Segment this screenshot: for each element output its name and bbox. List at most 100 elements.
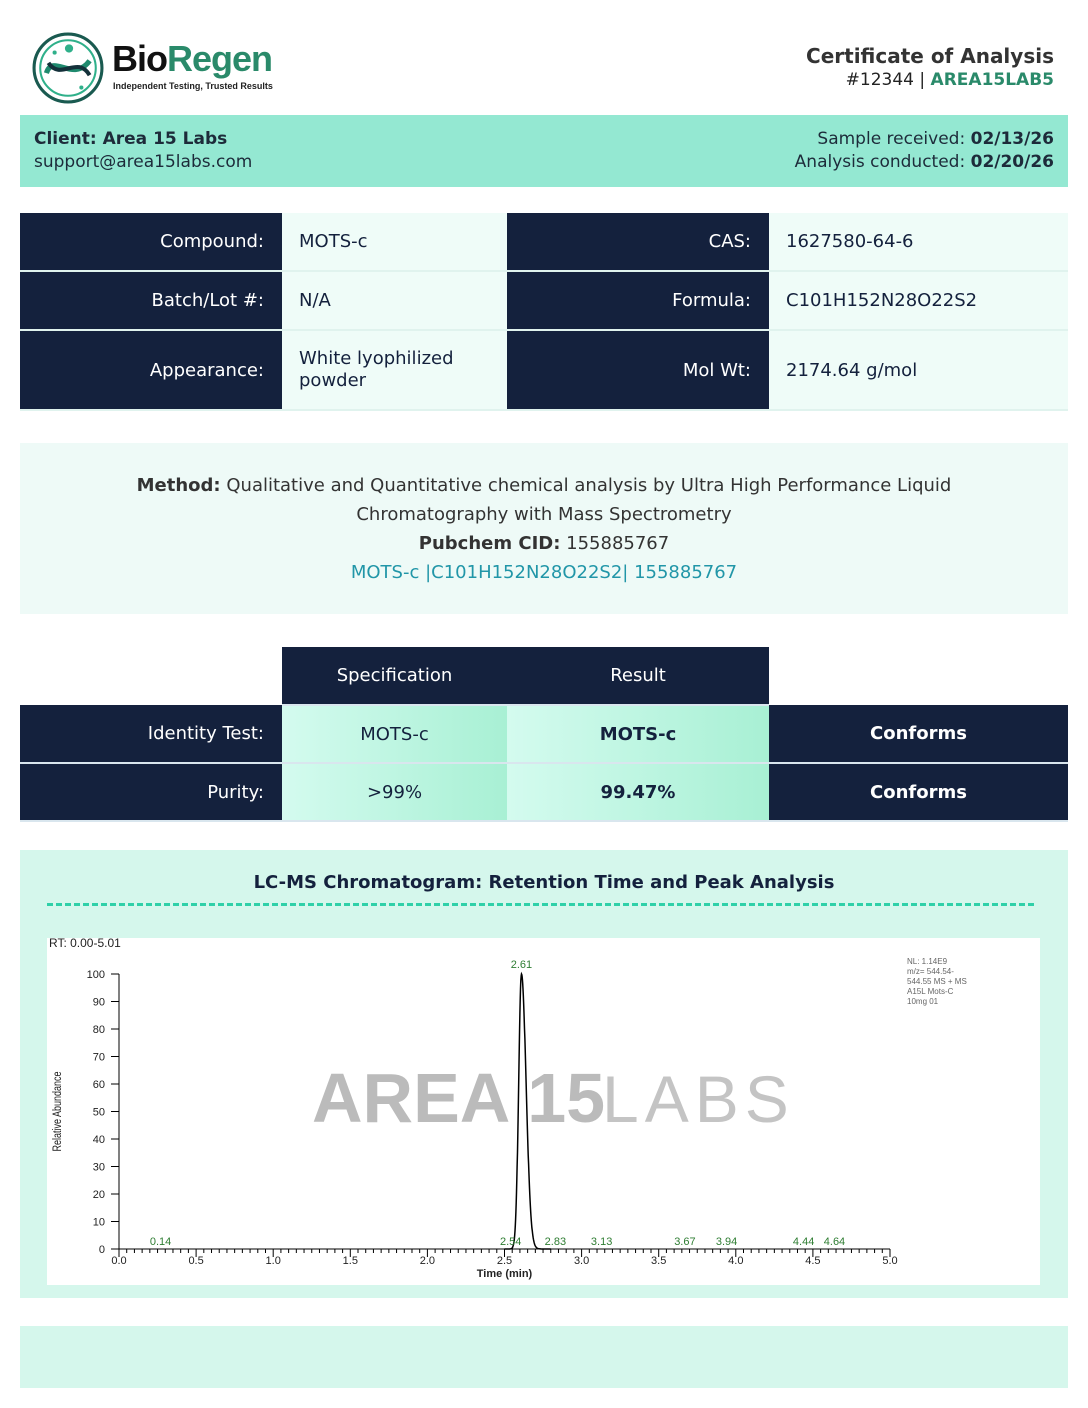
peak-label: 0.14 <box>150 1236 171 1248</box>
peak-label: 3.13 <box>591 1236 612 1248</box>
received-label: Sample received: <box>817 129 971 149</box>
y-tick-label: 30 <box>93 1162 105 1174</box>
cert-code: AREA15LAB5 <box>930 70 1054 90</box>
conducted-date: 02/20/26 <box>970 152 1054 172</box>
method-description: Qualitative and Quantitative chemical an… <box>220 475 952 525</box>
info-value: MOTS-c <box>282 213 507 272</box>
client-value: Area 15 Labs <box>102 129 228 149</box>
header-specification: Specification <box>282 647 507 706</box>
cid-value: 155885767 <box>560 533 670 554</box>
x-tick-label: 3.0 <box>574 1255 589 1267</box>
y-tick-label: 100 <box>87 969 105 981</box>
cid-label: Pubchem CID: <box>418 533 561 554</box>
results-header: Specification Result <box>20 647 1068 706</box>
x-tick-label: 4.0 <box>728 1255 743 1267</box>
x-tick-label: 2.0 <box>420 1255 435 1267</box>
analysis-conducted: Analysis conducted: 02/20/26 <box>795 151 1054 174</box>
results-table: Specification Result Identity Test: MOTS-c… <box>20 647 1068 822</box>
x-tick-label: 1.0 <box>266 1255 281 1267</box>
y-tick-label: 90 <box>93 997 105 1009</box>
peak-label: 4.64 <box>824 1236 845 1248</box>
info-row: Compound: MOTS-c CAS: 1627580-64-6 <box>20 213 1068 272</box>
info-text-line: A15L Mots-C <box>907 987 954 996</box>
client-band: Client: Area 15 Labs support@area15labs.… <box>20 115 1068 187</box>
info-label: Compound: <box>20 213 282 272</box>
info-text-line: NL: 1.14E9 <box>907 957 948 966</box>
empty-cell <box>20 647 282 705</box>
test-label: Identity Test: <box>20 705 282 764</box>
watermark-text: AREA 15 <box>312 1059 605 1137</box>
x-axis-label: Time (min) <box>477 1268 533 1280</box>
footer-box <box>20 1326 1068 1388</box>
spec-value: MOTS-c <box>282 705 507 764</box>
test-label: Purity: <box>20 763 282 822</box>
range-label: RT: 0.00-5.01 <box>49 938 121 950</box>
brand-part1: Bio <box>112 38 168 79</box>
peak-label: 2.83 <box>545 1236 566 1248</box>
result-row: Identity Test: MOTS-c MOTS-c Conforms <box>20 705 1068 764</box>
info-value: 1627580-64-6 <box>769 213 1068 272</box>
y-tick-label: 0 <box>99 1244 105 1256</box>
info-label: Mol Wt: <box>507 330 769 411</box>
client-label: Client: <box>34 129 103 149</box>
method-label: Method: <box>136 475 221 496</box>
info-label: Appearance: <box>20 330 282 411</box>
x-tick-label: 1.5 <box>343 1255 358 1267</box>
info-label: CAS: <box>507 213 769 272</box>
info-text-line: 544.55 MS + MS <box>907 977 967 986</box>
brand-name: BioRegen <box>112 38 273 80</box>
info-value: 2174.64 g/mol <box>769 330 1068 411</box>
separator: | <box>914 70 931 90</box>
tagline: Independent Testing, Trusted Results <box>113 81 273 91</box>
chart-section-title: LC-MS Chromatogram: Retention Time and P… <box>253 872 835 893</box>
empty-cell <box>769 647 1068 705</box>
certificate-header: Certificate of Analysis #12344 | AREA15L… <box>806 44 1054 90</box>
y-tick-label: 70 <box>93 1052 105 1064</box>
cert-number: #12344 <box>845 70 914 90</box>
biologo-icon <box>32 32 104 104</box>
header-result: Result <box>507 647 769 706</box>
watermark-text: LABS <box>602 1062 795 1136</box>
status-conforms: Conforms <box>769 705 1068 764</box>
result-row: Purity: >99% 99.47% Conforms <box>20 763 1068 822</box>
info-row: Appearance: White lyophilized powder Mol W… <box>20 330 1068 411</box>
certificate-number: #12344 | AREA15LAB5 <box>806 70 1054 90</box>
x-tick-label: 4.5 <box>805 1255 820 1267</box>
status-conforms: Conforms <box>769 763 1068 822</box>
chromatogram-section: LC-MS Chromatogram: Retention Time and P… <box>20 850 1068 1298</box>
x-tick-label: 2.5 <box>497 1255 512 1267</box>
method-text: Method: Qualitative and Quantitative che… <box>20 471 1068 529</box>
x-tick-label: 0.5 <box>188 1255 203 1267</box>
info-value: White lyophilized powder <box>282 330 507 411</box>
client-name: Client: Area 15 Labs <box>34 128 252 151</box>
conducted-label: Analysis conducted: <box>794 152 971 172</box>
peak-label-main: 2.61 <box>511 959 532 971</box>
info-label: Formula: <box>507 271 769 331</box>
client-email: support@area15labs.com <box>34 152 253 172</box>
sample-received: Sample received: 02/13/26 <box>795 128 1054 151</box>
compound-info-table: Compound: MOTS-c CAS: 1627580-64-6 Batch/Lo… <box>20 213 1068 411</box>
pubchem-link[interactable]: MOTS-c |C101H152N28O22S2| 155885767 <box>350 562 738 583</box>
y-tick-label: 80 <box>93 1024 105 1036</box>
y-tick-label: 60 <box>93 1079 105 1091</box>
certificate-title: Certificate of Analysis <box>806 44 1054 68</box>
brand-part2: Regen <box>167 38 273 79</box>
x-tick-label: 3.5 <box>651 1255 666 1267</box>
y-tick-label: 10 <box>93 1217 105 1229</box>
y-tick-label: 20 <box>93 1189 105 1201</box>
spec-value: >99% <box>282 763 507 822</box>
dashed-divider <box>47 903 1034 906</box>
x-tick-label: 5.0 <box>882 1255 897 1267</box>
y-axis-label: Relative Abundance <box>51 1071 65 1151</box>
peak-label: 2.54 <box>500 1236 521 1248</box>
peak-label: 3.67 <box>674 1236 695 1248</box>
x-tick-label: 0.0 <box>111 1255 126 1267</box>
result-value: 99.47% <box>507 763 769 822</box>
result-value: MOTS-c <box>507 705 769 764</box>
info-text-line: m/z= 544.54- <box>907 967 954 976</box>
peak-label: 3.94 <box>716 1236 737 1248</box>
y-tick-label: 40 <box>93 1134 105 1146</box>
info-text-line: 10mg 01 <box>907 997 939 1006</box>
peak-label: 4.44 <box>793 1236 814 1248</box>
